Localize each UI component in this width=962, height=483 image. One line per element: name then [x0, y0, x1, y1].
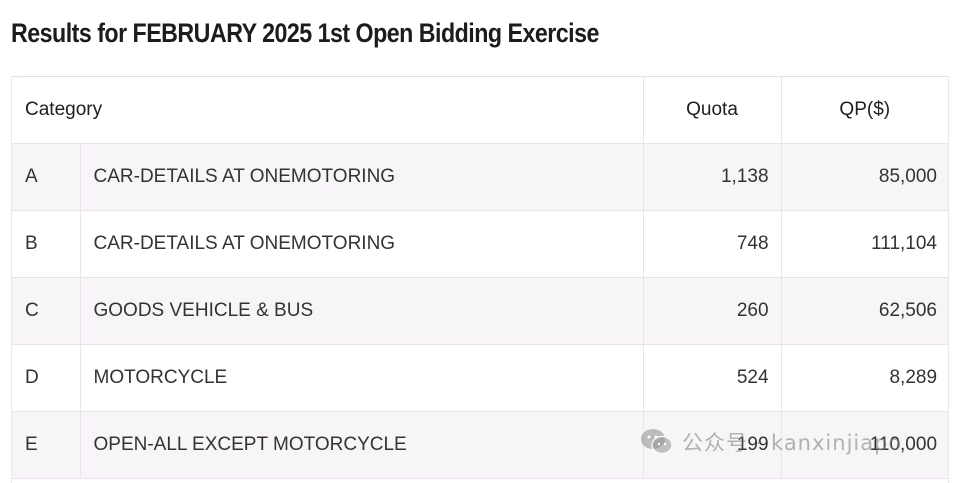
category-code: E: [12, 411, 80, 479]
category-description: OPEN-ALL EXCEPT MOTORCYCLE: [79, 411, 644, 479]
quota-value: 260: [642, 277, 782, 345]
category-code: B: [12, 210, 80, 278]
qp-value: 110,000: [780, 411, 949, 479]
qp-value: 85,000: [780, 143, 949, 211]
category-description: GOODS VEHICLE & BUS: [79, 277, 644, 345]
category-description: CAR-DETAILS AT ONEMOTORING: [79, 143, 644, 211]
results-table: Category Quota QP($) A CAR-DETAILS AT ON…: [12, 77, 949, 479]
table-row: B CAR-DETAILS AT ONEMOTORING 748 111,104: [12, 210, 949, 278]
page-title: Results for FEBRUARY 2025 1st Open Biddi…: [11, 18, 599, 48]
results-table-container: Category Quota QP($) A CAR-DETAILS AT ON…: [11, 76, 949, 483]
qp-value: 62,506: [780, 277, 949, 345]
table-row: C GOODS VEHICLE & BUS 260 62,506: [12, 277, 949, 345]
quota-value: 1,138: [642, 143, 782, 211]
category-code: C: [12, 277, 80, 345]
header-qp: QP($): [780, 77, 949, 144]
category-description: MOTORCYCLE: [79, 344, 644, 412]
category-description: CAR-DETAILS AT ONEMOTORING: [79, 210, 644, 278]
quota-value: 524: [642, 344, 782, 412]
category-code: D: [12, 344, 80, 412]
quota-value: 748: [642, 210, 782, 278]
header-quota: Quota: [642, 77, 782, 144]
category-code: A: [12, 143, 80, 211]
table-row: E OPEN-ALL EXCEPT MOTORCYCLE 199 110,000: [12, 411, 949, 479]
qp-value: 8,289: [780, 344, 949, 412]
header-category: Category: [12, 77, 644, 144]
table-row: A CAR-DETAILS AT ONEMOTORING 1,138 85,00…: [12, 143, 949, 211]
quota-value: 199: [642, 411, 782, 479]
table-row: D MOTORCYCLE 524 8,289: [12, 344, 949, 412]
table-header-row: Category Quota QP($): [12, 77, 949, 144]
qp-value: 111,104: [780, 210, 949, 278]
